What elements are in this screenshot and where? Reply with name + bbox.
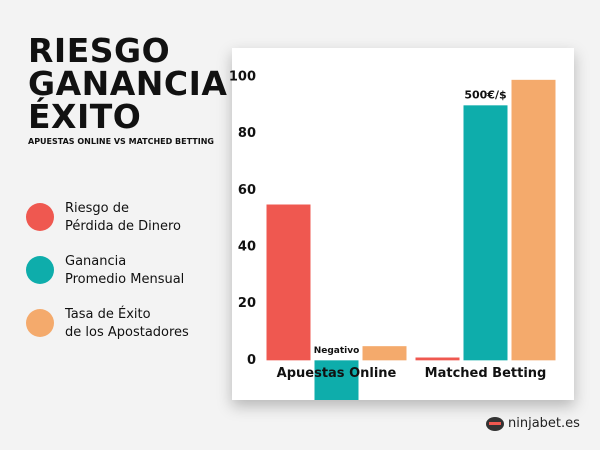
legend-swatch xyxy=(26,309,54,337)
y-tick-label: 0 xyxy=(247,353,256,368)
bar xyxy=(415,357,460,361)
legend-label: Riesgo de Pérdida de Dinero xyxy=(65,201,181,234)
bar xyxy=(463,105,508,361)
y-tick-label: 40 xyxy=(238,240,256,255)
legend-label: Tasa de Éxito de los Apostadores xyxy=(65,307,189,340)
bar xyxy=(362,346,407,361)
subtitle: APUESTAS ONLINE VS MATCHED BETTING xyxy=(28,137,214,146)
legend-label: Ganancia Promedio Mensual xyxy=(65,254,185,287)
y-tick-label: 80 xyxy=(238,126,256,141)
bar xyxy=(511,79,556,361)
brand: ninjabet.es xyxy=(508,416,580,431)
legend-swatch xyxy=(26,256,54,284)
bar xyxy=(314,360,359,400)
bar xyxy=(266,204,311,361)
y-tick-label: 60 xyxy=(238,183,256,198)
y-tick-label: 20 xyxy=(238,296,256,311)
annotation: 500€/$ xyxy=(464,88,506,101)
x-tick-label: Apuestas Online xyxy=(277,366,397,381)
logo xyxy=(486,417,504,431)
title: RIESGO GANANCIA ÉXITO xyxy=(28,31,228,136)
legend-swatch xyxy=(26,203,54,231)
annotation: Negativo xyxy=(314,346,360,356)
x-tick-label: Matched Betting xyxy=(425,366,547,381)
y-tick-label: 100 xyxy=(229,70,256,85)
